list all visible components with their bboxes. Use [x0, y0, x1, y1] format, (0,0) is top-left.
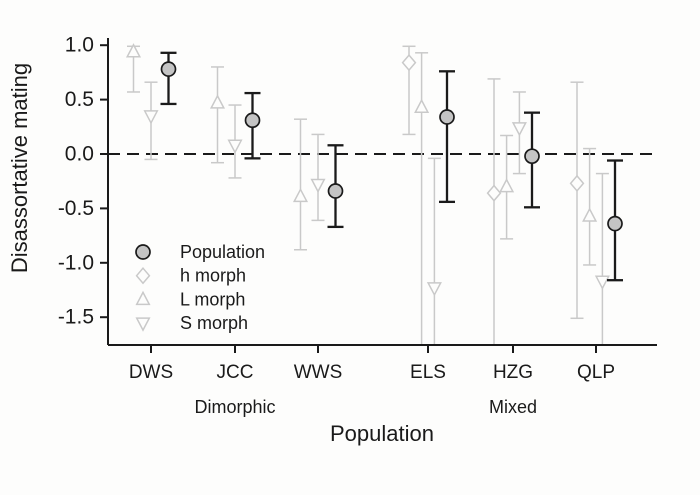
- x-category-label: HZG: [493, 362, 533, 383]
- marker-triangle-down-icon: [594, 275, 610, 290]
- legend-item: S morph: [135, 313, 248, 333]
- x-category-label: WWS: [294, 362, 343, 383]
- marker-triangle-down-icon: [511, 122, 527, 137]
- y-tick-label: -0.5: [58, 197, 94, 220]
- y-tick-label: 0.0: [65, 143, 94, 166]
- x-category-label: QLP: [577, 362, 615, 383]
- legend-label: Population: [180, 242, 265, 262]
- marker-circle-icon: [135, 244, 151, 260]
- axes-layer: 1.0 0.5 0.0 -0.5 -1.0 -1.5 DWS JCC WWS ELS HZG QLP: [58, 34, 657, 383]
- marker-circle-icon: [439, 109, 455, 125]
- y-tick-label: -1.5: [58, 306, 94, 329]
- marker-triangle-down-icon: [135, 317, 151, 332]
- marker-circle-icon: [607, 215, 623, 232]
- legend-item: Population: [135, 242, 265, 262]
- y-tick-label: -1.0: [58, 251, 94, 274]
- x-category-label: JCC: [217, 362, 254, 383]
- legend-label: L morph: [180, 289, 245, 309]
- legend-label: h morph: [180, 266, 246, 286]
- marker-triangle-down-icon: [426, 282, 442, 297]
- marker-triangle-up-icon: [125, 43, 142, 58]
- legend-item: h morph: [135, 266, 246, 286]
- x-axis-title: Population: [330, 421, 434, 446]
- legend: Population h morph L morph S morph: [135, 242, 265, 333]
- marker-diamond-icon: [569, 174, 585, 193]
- legend-item: L morph: [135, 289, 245, 309]
- marker-triangle-down-icon: [227, 139, 243, 154]
- y-axis-title: Disassortative mating: [7, 63, 32, 273]
- data-layer: [125, 43, 623, 344]
- legend-label: S morph: [180, 313, 248, 333]
- y-tick-label: 1.0: [65, 34, 94, 57]
- marker-diamond-icon: [401, 53, 417, 72]
- marker-triangle-down-icon: [143, 110, 159, 125]
- x-category-label: DWS: [129, 362, 173, 383]
- group-label-dimorphic: Dimorphic: [194, 397, 275, 417]
- marker-circle-icon: [327, 183, 344, 199]
- marker-diamond-icon: [135, 267, 151, 285]
- marker-triangle-up-icon: [499, 178, 515, 193]
- x-category-label: ELS: [410, 362, 446, 383]
- marker-diamond-icon: [486, 184, 502, 202]
- group-label-mixed: Mixed: [489, 397, 537, 417]
- marker-circle-icon: [244, 112, 261, 129]
- y-tick-label: 0.5: [65, 88, 94, 111]
- marker-triangle-up-icon: [414, 98, 430, 113]
- marker-circle-icon: [160, 61, 177, 77]
- marker-triangle-up-icon: [209, 94, 226, 109]
- marker-triangle-down-icon: [310, 178, 326, 194]
- marker-triangle-up-icon: [292, 187, 309, 203]
- marker-triangle-up-icon: [582, 207, 598, 222]
- marker-circle-icon: [524, 148, 540, 165]
- marker-triangle-up-icon: [135, 290, 151, 306]
